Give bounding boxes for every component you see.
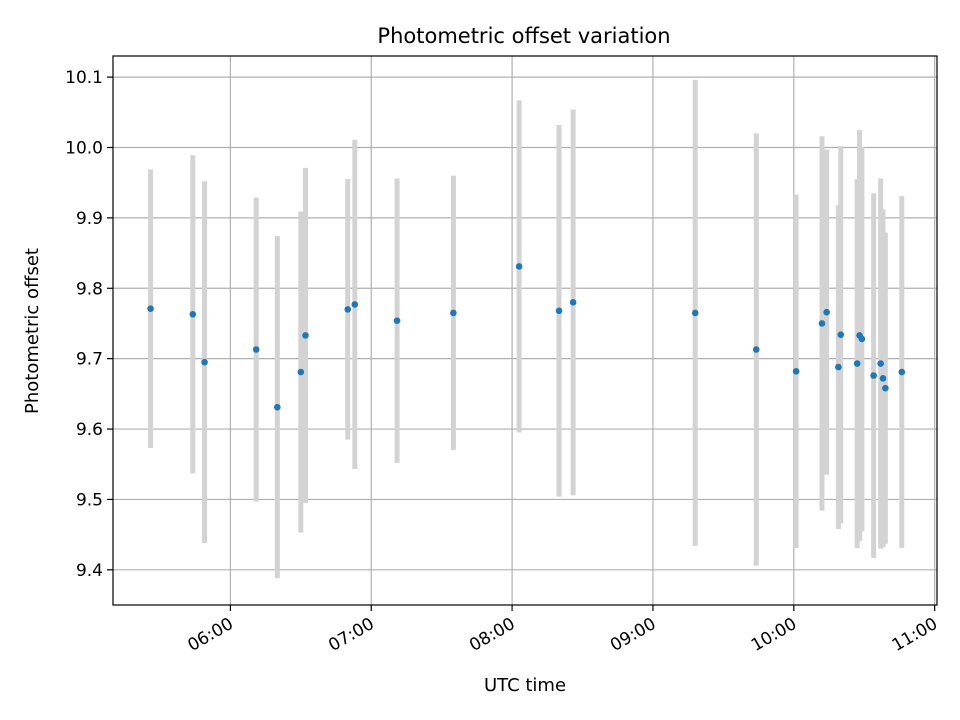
data-point	[882, 384, 889, 392]
y-tick-label: 9.7	[76, 350, 103, 370]
data-point	[837, 331, 845, 339]
data-point	[792, 368, 800, 375]
y-tick-label: 10.1	[65, 68, 103, 88]
y-tick-label: 9.8	[76, 279, 103, 299]
data-point	[853, 360, 861, 367]
y-tick-label: 9.5	[76, 490, 103, 510]
data-point	[877, 360, 884, 367]
data-point	[752, 346, 760, 353]
data-point	[555, 307, 563, 315]
data-point	[189, 311, 197, 318]
data-point	[515, 263, 523, 270]
x-tick-label: 07:00	[325, 614, 377, 656]
data-point	[823, 308, 830, 316]
x-tick-label: 08:00	[466, 614, 518, 656]
x-tick-label: 11:00	[889, 614, 941, 656]
data-point	[818, 320, 826, 327]
data-point	[297, 368, 305, 376]
x-axis-label: UTC time	[484, 675, 566, 696]
y-tick-label: 9.9	[76, 209, 103, 229]
data-point	[898, 368, 906, 376]
x-tick-label: 09:00	[607, 614, 659, 656]
data-point	[858, 335, 866, 343]
x-axis-ticks: 06:00 07:00 08:00 09:00 10:00 11:00	[184, 605, 941, 656]
data-point	[450, 309, 457, 317]
data-point	[835, 363, 842, 371]
data-point	[351, 301, 359, 308]
data-point	[870, 372, 877, 379]
y-axis-ticks: 9.4 9.5 9.6 9.7 9.8 9.9 10.0 10.1	[65, 68, 113, 581]
y-axis-label: Photometric offset	[22, 248, 43, 414]
y-tick-label: 9.4	[76, 561, 103, 581]
data-point	[879, 375, 887, 382]
data-point	[274, 403, 281, 411]
chart-title: Photometric offset variation	[377, 24, 670, 48]
data-points	[147, 263, 906, 411]
data-point	[302, 332, 309, 339]
data-point	[147, 305, 154, 312]
data-point	[252, 346, 260, 353]
x-tick-label: 10:00	[748, 614, 800, 656]
errorbars	[148, 79, 905, 579]
plot-frame	[112, 55, 938, 606]
y-tick-label: 9.6	[76, 420, 103, 440]
x-tick-label: 06:00	[184, 614, 236, 656]
data-point	[691, 309, 699, 317]
data-point	[393, 317, 401, 324]
data-point	[201, 358, 208, 366]
grid	[113, 56, 937, 605]
data-point	[344, 306, 352, 313]
data-point	[569, 299, 577, 306]
y-tick-label: 10.0	[65, 139, 103, 159]
